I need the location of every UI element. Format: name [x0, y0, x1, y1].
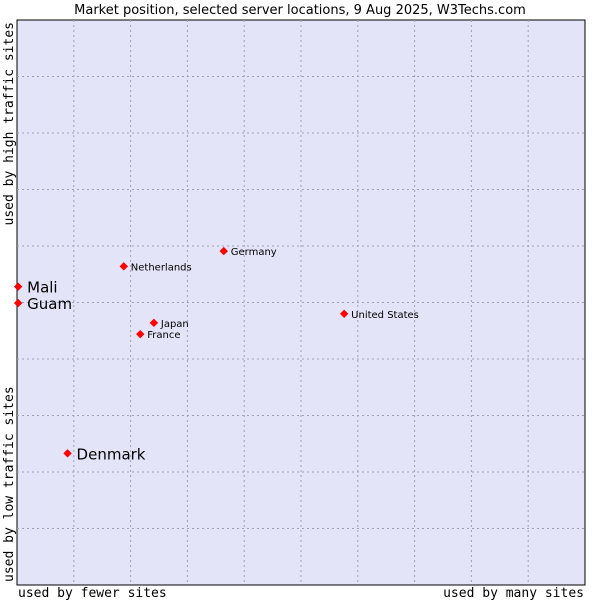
point-label-denmark: Denmark [77, 445, 146, 463]
x-axis-label-left: used by fewer sites [18, 586, 167, 600]
point-label-united-states: United States [351, 310, 419, 321]
point-marker-united-states [339, 309, 349, 318]
point-marker-germany [219, 246, 228, 256]
point-label-guam: Guam [27, 295, 72, 313]
point-marker-guam [13, 298, 23, 308]
point-denmark: Denmark [63, 445, 146, 463]
grid-lines [17, 20, 585, 585]
point-japan: Japan [149, 318, 189, 330]
point-marker-france [136, 329, 145, 339]
x-axis-label-right: used by many sites [443, 586, 584, 600]
point-marker-japan [149, 318, 159, 328]
point-france: France [136, 329, 181, 341]
point-label-japan: Japan [160, 319, 189, 330]
point-germany: Germany [219, 246, 277, 258]
point-label-mali: Mali [27, 279, 57, 297]
point-marker-mali [13, 282, 23, 291]
y-axis-label-bottom: used by low traffic sites [2, 386, 17, 582]
point-label-france: France [147, 330, 180, 341]
point-label-netherlands: Netherlands [131, 262, 192, 273]
point-united-states: United States [339, 309, 419, 321]
point-marker-netherlands [119, 262, 128, 271]
chart-title: Market position, selected server locatio… [74, 3, 526, 18]
point-marker-denmark [63, 449, 72, 458]
y-axis-label-top: used by high traffic sites [2, 22, 17, 226]
point-label-germany: Germany [231, 247, 277, 258]
point-mali: Mali [13, 279, 58, 297]
point-guam: Guam [13, 295, 72, 313]
point-netherlands: Netherlands [119, 262, 192, 273]
